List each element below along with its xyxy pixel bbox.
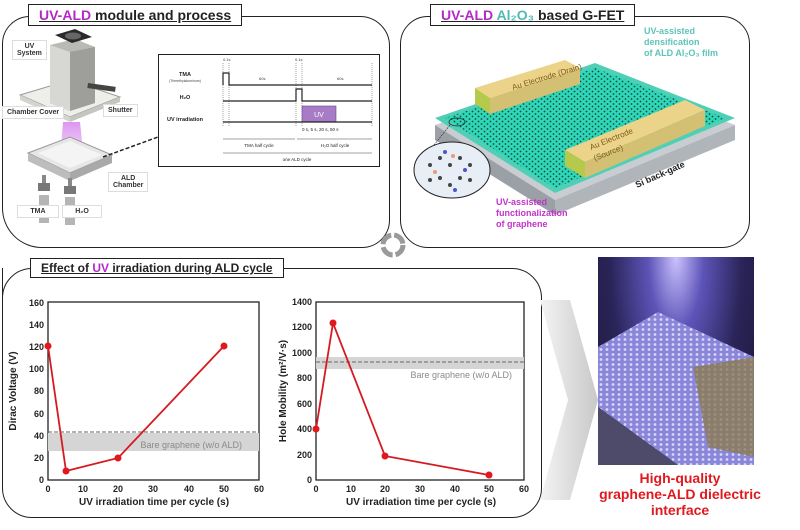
svg-text:30: 30 — [148, 484, 158, 494]
h2o-source-label: H₂O — [62, 205, 102, 218]
svg-text:1200: 1200 — [292, 322, 312, 332]
svg-text:40: 40 — [34, 431, 44, 441]
svg-text:40: 40 — [450, 484, 460, 494]
gfet-panel-title: UV-ALD Al₂O₃ based G-FET — [430, 4, 636, 26]
svg-text:TMA: TMA — [179, 72, 191, 78]
tma-source-label: TMA — [17, 205, 59, 218]
svg-text:Bare graphene (w/o ALD): Bare graphene (w/o ALD) — [140, 440, 242, 450]
uv-system-label: UV System — [12, 40, 47, 60]
densification-caption: UV-assisted densification of ALD Al₂O₃ f… — [644, 26, 718, 58]
svg-text:0: 0 — [313, 484, 318, 494]
svg-text:0 s, 5 s, 20 s, 50 s: 0 s, 5 s, 20 s, 50 s — [302, 127, 339, 132]
svg-text:1000: 1000 — [292, 348, 312, 358]
svg-text:50: 50 — [484, 484, 494, 494]
svg-text:20: 20 — [380, 484, 390, 494]
dirac-voltage-series — [47, 345, 225, 473]
svg-text:(Trimethylaluminum): (Trimethylaluminum) — [169, 79, 201, 83]
ald-chamber-label: ALD Chamber — [108, 172, 149, 192]
module-panel-title: UV-ALD module and process — [28, 4, 243, 26]
svg-text:60: 60 — [254, 484, 264, 494]
svg-text:140: 140 — [29, 320, 44, 330]
svg-text:600: 600 — [297, 399, 312, 409]
hole-mobility-series — [315, 319, 490, 476]
svg-text:0.1s: 0.1s — [295, 57, 303, 62]
svg-text:40: 40 — [184, 484, 194, 494]
svg-text:UV irradiation time per cycle: UV irradiation time per cycle (s) — [79, 497, 229, 508]
svg-text:0.1s: 0.1s — [223, 57, 231, 62]
svg-text:400: 400 — [297, 424, 312, 434]
svg-text:80: 80 — [34, 386, 44, 396]
svg-text:10: 10 — [78, 484, 88, 494]
svg-text:20: 20 — [34, 453, 44, 463]
bare-graphene-band — [48, 433, 259, 451]
chamber-cover-label: Chamber Cover — [2, 106, 65, 119]
svg-text:one ALD cycle: one ALD cycle — [283, 157, 312, 162]
svg-text:100: 100 — [29, 364, 44, 374]
svg-text:1400: 1400 — [292, 297, 312, 307]
svg-text:60s: 60s — [259, 76, 265, 81]
svg-text:60: 60 — [34, 409, 44, 419]
cycle-arrows-icon — [380, 232, 406, 258]
svg-text:800: 800 — [297, 373, 312, 383]
svg-text:Bare graphene (w/o ALD): Bare graphene (w/o ALD) — [410, 370, 512, 380]
shutter-label: Shutter — [103, 104, 138, 117]
timing-chart: TMA (Trimethylaluminum) H₂O UV irradiati… — [167, 57, 373, 162]
svg-text:30: 30 — [415, 484, 425, 494]
effect-panel-title: Effect of UV irradiation during ALD cycl… — [30, 258, 284, 278]
ald-timing-diagram: TMA (Trimethylaluminum) H₂O UV irradiati… — [158, 54, 380, 167]
result-caption: High-quality graphene-ALD dielectric int… — [599, 470, 761, 518]
svg-text:20: 20 — [113, 484, 123, 494]
bare-graphene-band — [316, 357, 524, 369]
uv-ald-apparatus-illustration — [18, 29, 159, 225]
graphene-interface-render — [598, 257, 754, 465]
svg-text:50: 50 — [219, 484, 229, 494]
svg-text:0: 0 — [307, 475, 312, 485]
svg-text:0: 0 — [39, 475, 44, 485]
svg-text:0: 0 — [45, 484, 50, 494]
svg-text:UV irradiation time per cycle: UV irradiation time per cycle (s) — [346, 497, 496, 508]
svg-text:60: 60 — [519, 484, 529, 494]
svg-text:120: 120 — [29, 342, 44, 352]
svg-text:H₂O: H₂O — [180, 95, 191, 101]
gfet-device-illustration: Au Electrode (Drain) Au Electrode (Sourc… — [413, 60, 735, 215]
svg-text:TMA half cycle: TMA half cycle — [244, 143, 274, 148]
svg-text:H₂O half cycle: H₂O half cycle — [321, 143, 350, 148]
svg-text:UV: UV — [314, 112, 324, 119]
svg-text:60s: 60s — [337, 76, 343, 81]
result-arrow-icon — [540, 300, 598, 500]
functionalization-caption: UV-assisted functionalization of graphen… — [496, 197, 568, 229]
svg-text:UV irradiation: UV irradiation — [167, 117, 204, 123]
svg-text:160: 160 — [29, 298, 44, 308]
svg-text:10: 10 — [346, 484, 356, 494]
graphene-sheet-illustration — [598, 312, 754, 465]
svg-text:Hole Mobility (m²/V·s): Hole Mobility (m²/V·s) — [278, 340, 289, 442]
svg-text:200: 200 — [297, 450, 312, 460]
svg-text:Dirac Voltage (V): Dirac Voltage (V) — [8, 351, 19, 430]
